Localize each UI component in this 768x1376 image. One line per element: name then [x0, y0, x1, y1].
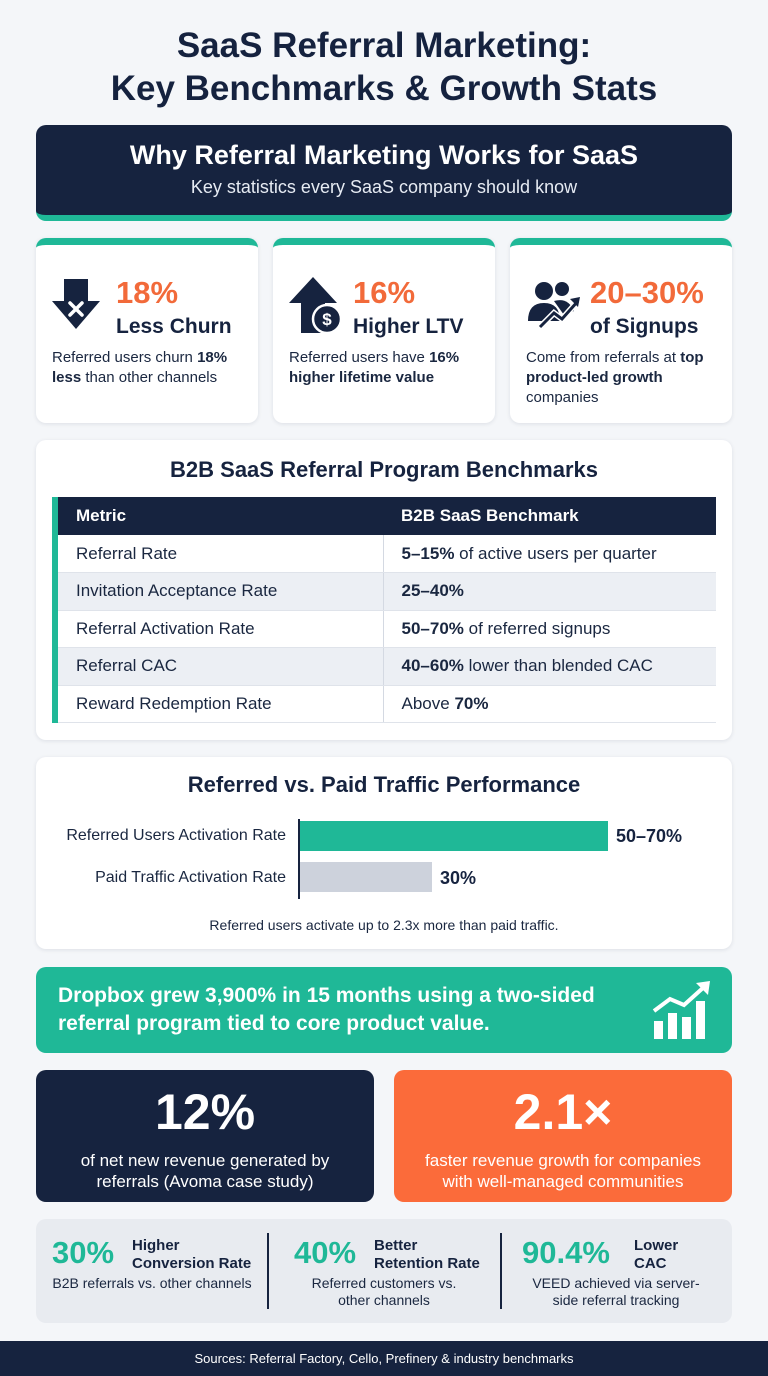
title-line-2: Key Benchmarks & Growth Stats — [110, 69, 658, 108]
benchmark-cell: Above 70% — [383, 685, 716, 723]
stat-label: Less Churn — [116, 315, 232, 338]
table-row: Reward Redemption Rate Above 70% — [55, 685, 716, 723]
metric-cell: Invitation Acceptance Rate — [55, 572, 384, 611]
stat-description: Come from referrals at top product-led g… — [526, 349, 704, 406]
duo-description: faster revenue growth for companies with… — [425, 1151, 701, 1191]
hero-subheading: Key statistics every SaaS company should… — [190, 177, 578, 197]
stat-value: 18% — [116, 275, 179, 310]
benchmarks-title: B2B SaaS Referral Program Benchmarks — [170, 457, 598, 482]
growth-chart-icon — [652, 981, 710, 1039]
trio-description: B2B referrals vs. other channels — [52, 1275, 252, 1291]
metric-cell: Referral Activation Rate — [55, 610, 384, 648]
dropbox-banner: Dropbox grew 3,900% in 15 months using a… — [36, 967, 732, 1053]
hero-banner: Why Referral Marketing Works for SaaS Ke… — [36, 125, 732, 221]
duo-value: 12% — [154, 1084, 256, 1140]
table-row: Invitation Acceptance Rate 25–40% — [55, 572, 716, 611]
metric-cell: Referral CAC — [55, 647, 384, 686]
table-row: Referral Rate 5–15% of active users per … — [55, 535, 716, 573]
benchmarks-table: Metric B2B SaaS Benchmark Referral Rate … — [52, 497, 716, 723]
svg-text:$: $ — [322, 310, 332, 329]
stat-label: of Signups — [590, 315, 699, 338]
trio-description: VEED achieved via server-side referral t… — [532, 1275, 700, 1308]
benchmark-cell: 50–70% of referred signups — [383, 610, 716, 648]
bar-label-paid: Paid Traffic Activation Rate — [95, 869, 286, 886]
bar-value-referred: 50–70% — [616, 826, 683, 846]
users-growth-icon — [524, 275, 584, 339]
sources-footer: Sources: Referral Factory, Cello, Prefin… — [0, 1341, 768, 1376]
trio-stat-cac: 90.4% Lower CAC VEED achieved via server-… — [500, 1219, 732, 1323]
stat-card-ltv: $ 16% Higher LTV Referred users have 16%… — [273, 238, 495, 423]
performance-card: Referred vs. Paid Traffic Performance Re… — [36, 757, 732, 949]
trio-value: 30% — [52, 1235, 115, 1270]
bar-value-paid: 30% — [440, 868, 477, 888]
trio-stats: 30% Higher Conversion Rate B2B referrals … — [36, 1219, 732, 1323]
duo-value: 2.1× — [513, 1084, 613, 1140]
down-arrow-x-icon — [50, 275, 110, 339]
revenue-growth-card: 2.1× faster revenue growth for companies… — [394, 1070, 732, 1202]
trio-value: 90.4% — [522, 1235, 610, 1270]
table-row: Referral Activation Rate 50–70% of refer… — [55, 610, 716, 648]
trio-label: Lower CAC — [634, 1237, 679, 1272]
bar-axis — [298, 819, 300, 899]
revenue-share-card: 12% of net new revenue generated by refe… — [36, 1070, 374, 1202]
trio-stat-conversion: 30% Higher Conversion Rate B2B referrals … — [36, 1219, 268, 1323]
page-title: SaaS Referral Marketing: Key Benchmarks … — [0, 24, 768, 110]
duo-description: of net new revenue generated by referral… — [80, 1151, 330, 1191]
title-line-1: SaaS Referral Marketing: — [176, 26, 592, 65]
hero-heading: Why Referral Marketing Works for SaaS — [129, 140, 639, 170]
bar-referred — [300, 821, 608, 851]
trio-label: Higher Conversion Rate — [132, 1237, 252, 1272]
benchmark-cell: 5–15% of active users per quarter — [383, 535, 716, 573]
divider — [267, 1233, 269, 1309]
stat-value: 20–30% — [590, 275, 704, 310]
benchmark-cell: 40–60% lower than blended CAC — [383, 647, 716, 686]
trio-description: Referred customers vs. other channels — [311, 1275, 457, 1308]
metric-cell: Referral Rate — [55, 535, 384, 573]
benchmarks-card: B2B SaaS Referral Program Benchmarks Met… — [36, 440, 732, 740]
stat-value: 16% — [353, 275, 416, 310]
bar-paid — [300, 862, 432, 892]
stat-card-signups: 20–30% of Signups Come from referrals at… — [510, 238, 732, 423]
metric-cell: Reward Redemption Rate — [55, 685, 384, 723]
trio-value: 40% — [294, 1235, 357, 1270]
stat-label: Higher LTV — [353, 315, 464, 338]
table-header-row: Metric B2B SaaS Benchmark — [55, 497, 716, 535]
bar-label-referred: Referred Users Activation Rate — [66, 827, 286, 844]
table-row: Referral CAC 40–60% lower than blended C… — [55, 647, 716, 686]
up-arrow-dollar-icon: $ — [287, 275, 347, 339]
stat-description: Referred users have 16% higher lifetime … — [289, 349, 460, 386]
trio-label: Better Retention Rate — [374, 1237, 480, 1272]
column-header: Metric — [55, 497, 383, 535]
trio-stat-retention: 40% Better Retention Rate Referred custom… — [268, 1219, 500, 1323]
stat-card-churn: 18% Less Churn Referred users churn 18% … — [36, 238, 258, 423]
dropbox-text: Dropbox grew 3,900% in 15 months using a… — [58, 984, 595, 1035]
stat-description: Referred users churn 18% less than other… — [52, 349, 228, 386]
column-header: B2B SaaS Benchmark — [383, 497, 716, 535]
benchmark-cell: 25–40% — [383, 572, 716, 611]
divider — [500, 1233, 502, 1309]
performance-title: Referred vs. Paid Traffic Performance — [187, 772, 581, 797]
performance-footnote: Referred users activate up to 2.3x more … — [209, 917, 559, 933]
